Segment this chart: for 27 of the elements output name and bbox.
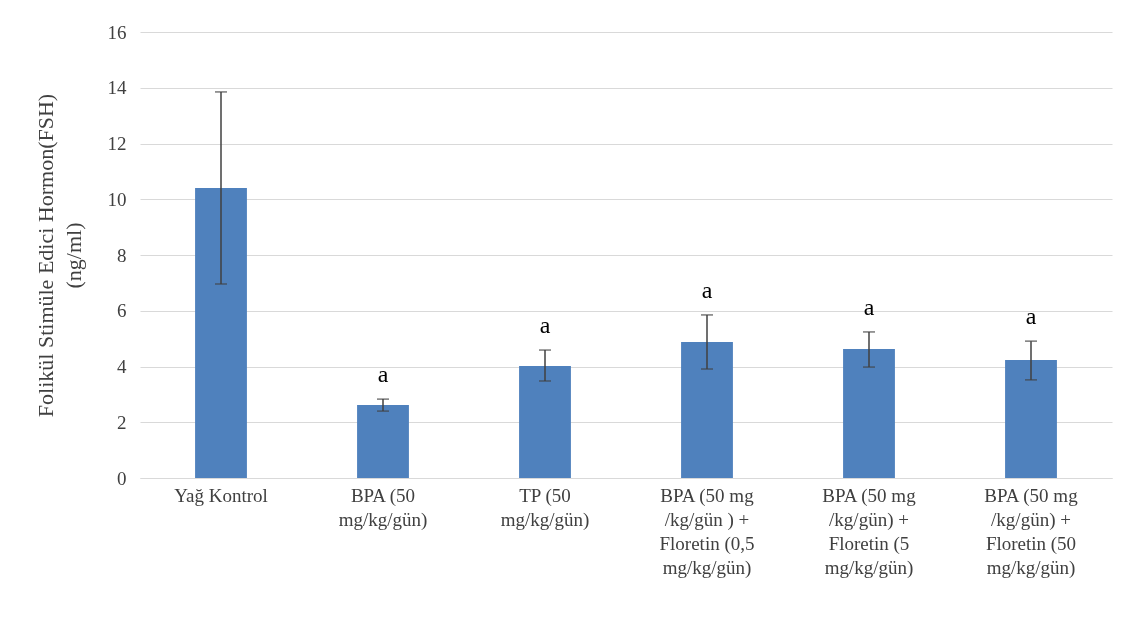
y-tick-label: 14 — [107, 77, 127, 99]
y-axis-title: Folikül Stimüle Edici Hormon(FSH) (ng/ml) — [32, 93, 86, 418]
annotation: a — [863, 293, 875, 320]
bar — [357, 404, 409, 478]
bar — [519, 365, 571, 478]
bar — [1005, 360, 1057, 478]
y-tick-label: 12 — [107, 133, 127, 154]
annotation: a — [701, 276, 713, 303]
y-tick-label: 8 — [117, 244, 127, 266]
annotation: a — [539, 312, 551, 339]
bar — [843, 348, 895, 478]
x-tick-label: Yağ Kontrol — [174, 484, 268, 506]
x-tick-label: BPA (50 mg /kg/gün) + Floretin (50 mg/kg/gün) — [984, 484, 1079, 579]
bar — [681, 341, 733, 478]
y-tick-label: 4 — [117, 356, 127, 377]
y-tick-label: 16 — [107, 21, 127, 43]
y-tick-label: 6 — [117, 300, 127, 322]
x-tick-label: BPA (50 mg /kg/gün ) + Floretin (0,5 mg/kg/gün) — [659, 484, 755, 579]
x-tick-label: BPA (50 mg /kg/gün) + Floretin (5 mg/kg/gün) — [822, 484, 917, 579]
x-tick-label: TP (50 mg/kg/gün) — [500, 484, 590, 531]
y-tick-label: 2 — [117, 411, 127, 433]
y-tick-label: 10 — [107, 188, 127, 210]
bar — [195, 188, 247, 478]
annotation: a — [377, 361, 389, 388]
annotation: a — [1025, 303, 1037, 330]
y-tick-label: 0 — [117, 467, 127, 489]
x-tick-label: BPA (50 mg/kg/gün) — [338, 484, 428, 531]
